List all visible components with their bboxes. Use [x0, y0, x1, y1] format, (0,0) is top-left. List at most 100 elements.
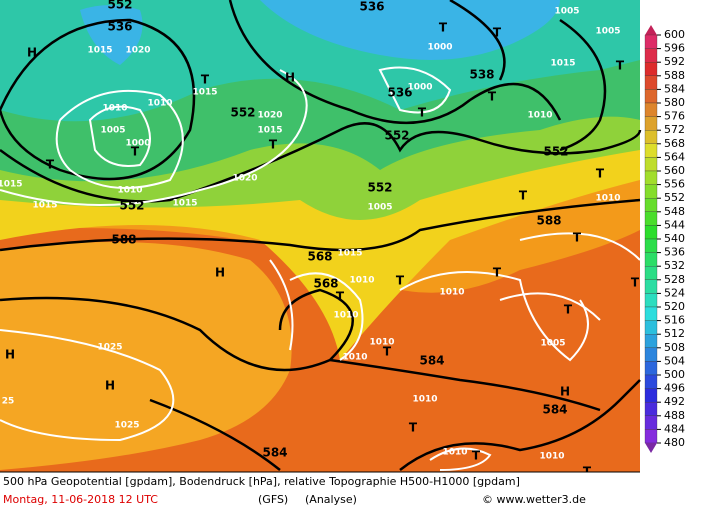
legend-swatch	[644, 347, 658, 362]
legend-swatch	[644, 225, 658, 240]
map-label: T	[493, 266, 502, 280]
map-label: T	[573, 231, 582, 245]
field-cyan	[260, 0, 560, 60]
map-label: 552	[384, 129, 409, 143]
map-label: H	[5, 348, 15, 362]
legend-swatch	[644, 266, 658, 280]
map-label: T	[488, 90, 497, 104]
map-label: 1010	[333, 311, 358, 321]
map-label: 536	[359, 0, 384, 14]
legend-label: 552	[664, 191, 685, 204]
map-label: T	[493, 26, 502, 40]
map-label: 552	[367, 181, 392, 195]
legend-label: 592	[664, 55, 685, 68]
map-label: T	[616, 59, 625, 73]
map-label: T	[418, 106, 427, 120]
legend-swatch	[644, 198, 658, 212]
map-label: H	[27, 46, 37, 60]
legend-swatch	[644, 75, 658, 90]
map-label: 538	[469, 68, 494, 82]
map-label: T	[396, 274, 405, 288]
map-label: 1010	[102, 104, 127, 114]
color-legend: 6005965925885845805765725685645605565525…	[644, 25, 685, 453]
footer-copyright: © www.wetter3.de	[482, 493, 586, 506]
legend-swatch	[644, 62, 658, 76]
legend-swatch	[644, 374, 658, 389]
map-label: T	[519, 189, 528, 203]
map-label: T	[383, 345, 392, 359]
map-label: 25	[2, 397, 15, 407]
map-label: 1025	[97, 343, 122, 353]
legend-swatch	[644, 143, 658, 158]
map-label: 1005	[554, 7, 579, 17]
map-label: 1000	[427, 43, 452, 53]
map-label: 1015	[257, 126, 282, 136]
map-label: 1000	[125, 139, 150, 149]
map-label: T	[336, 290, 345, 304]
legend-label: 588	[664, 69, 685, 82]
map-label: 1005	[540, 339, 565, 349]
legend-swatch	[644, 130, 658, 144]
map-label: 536	[387, 86, 412, 100]
map-label: 1015	[0, 180, 23, 190]
legend-label: 508	[664, 341, 685, 354]
map-label: 1010	[342, 353, 367, 363]
legend-swatch	[644, 102, 658, 117]
map-label: 1015	[337, 249, 362, 259]
legend-swatch	[644, 429, 658, 444]
footer-run: (Analyse)	[305, 493, 357, 506]
map-label: 1000	[407, 83, 432, 93]
legend-swatch	[644, 320, 658, 335]
legend-swatch	[644, 252, 658, 267]
map-label: 1010	[369, 338, 394, 348]
legend-label: 584	[664, 82, 685, 95]
legend-label: 480	[664, 436, 685, 449]
legend-swatch	[644, 170, 658, 185]
legend-label: 572	[664, 123, 685, 136]
map-label: 1015	[192, 88, 217, 98]
legend-label: 532	[664, 259, 685, 272]
map-label: H	[215, 266, 225, 280]
map-label: 1010	[595, 194, 620, 204]
legend-swatch	[644, 306, 658, 321]
map-label: 584	[262, 446, 287, 460]
map-label: 1010	[439, 288, 464, 298]
legend-label: 492	[664, 395, 685, 408]
footer-area	[0, 472, 704, 513]
legend-label: 484	[664, 422, 685, 435]
map-label: H	[285, 71, 295, 85]
legend-label: 600	[664, 28, 685, 41]
legend-label: 520	[664, 300, 685, 313]
legend-label: 516	[664, 314, 685, 327]
map-label: T	[46, 158, 55, 172]
legend-swatch	[644, 184, 658, 199]
legend-swatch	[644, 211, 658, 226]
legend-label: 496	[664, 382, 685, 395]
legend-label: 596	[664, 42, 685, 55]
legend-label: 500	[664, 368, 685, 381]
map-label: 588	[111, 233, 136, 247]
legend-label: 504	[664, 354, 685, 367]
map-label: 1015	[87, 46, 112, 56]
legend-arrow-bottom	[645, 443, 657, 453]
map-label: 1020	[257, 111, 282, 121]
map-label: H	[105, 379, 115, 393]
legend-swatch	[644, 415, 658, 430]
legend-label: 560	[664, 164, 685, 177]
map-label: 1010	[147, 99, 172, 109]
legend-swatch	[644, 293, 658, 308]
map-label: 1020	[125, 46, 150, 56]
map-label: 584	[542, 403, 567, 417]
legend-label: 512	[664, 327, 685, 340]
map-label: T	[409, 421, 418, 435]
map-label: 1010	[349, 276, 374, 286]
legend-label: 544	[664, 218, 685, 231]
legend-swatch	[644, 402, 658, 416]
legend-swatch	[644, 157, 658, 172]
legend-label: 488	[664, 409, 685, 422]
legend-label: 548	[664, 205, 685, 218]
map-label: T	[269, 138, 278, 152]
map-label: 1015	[550, 59, 575, 69]
